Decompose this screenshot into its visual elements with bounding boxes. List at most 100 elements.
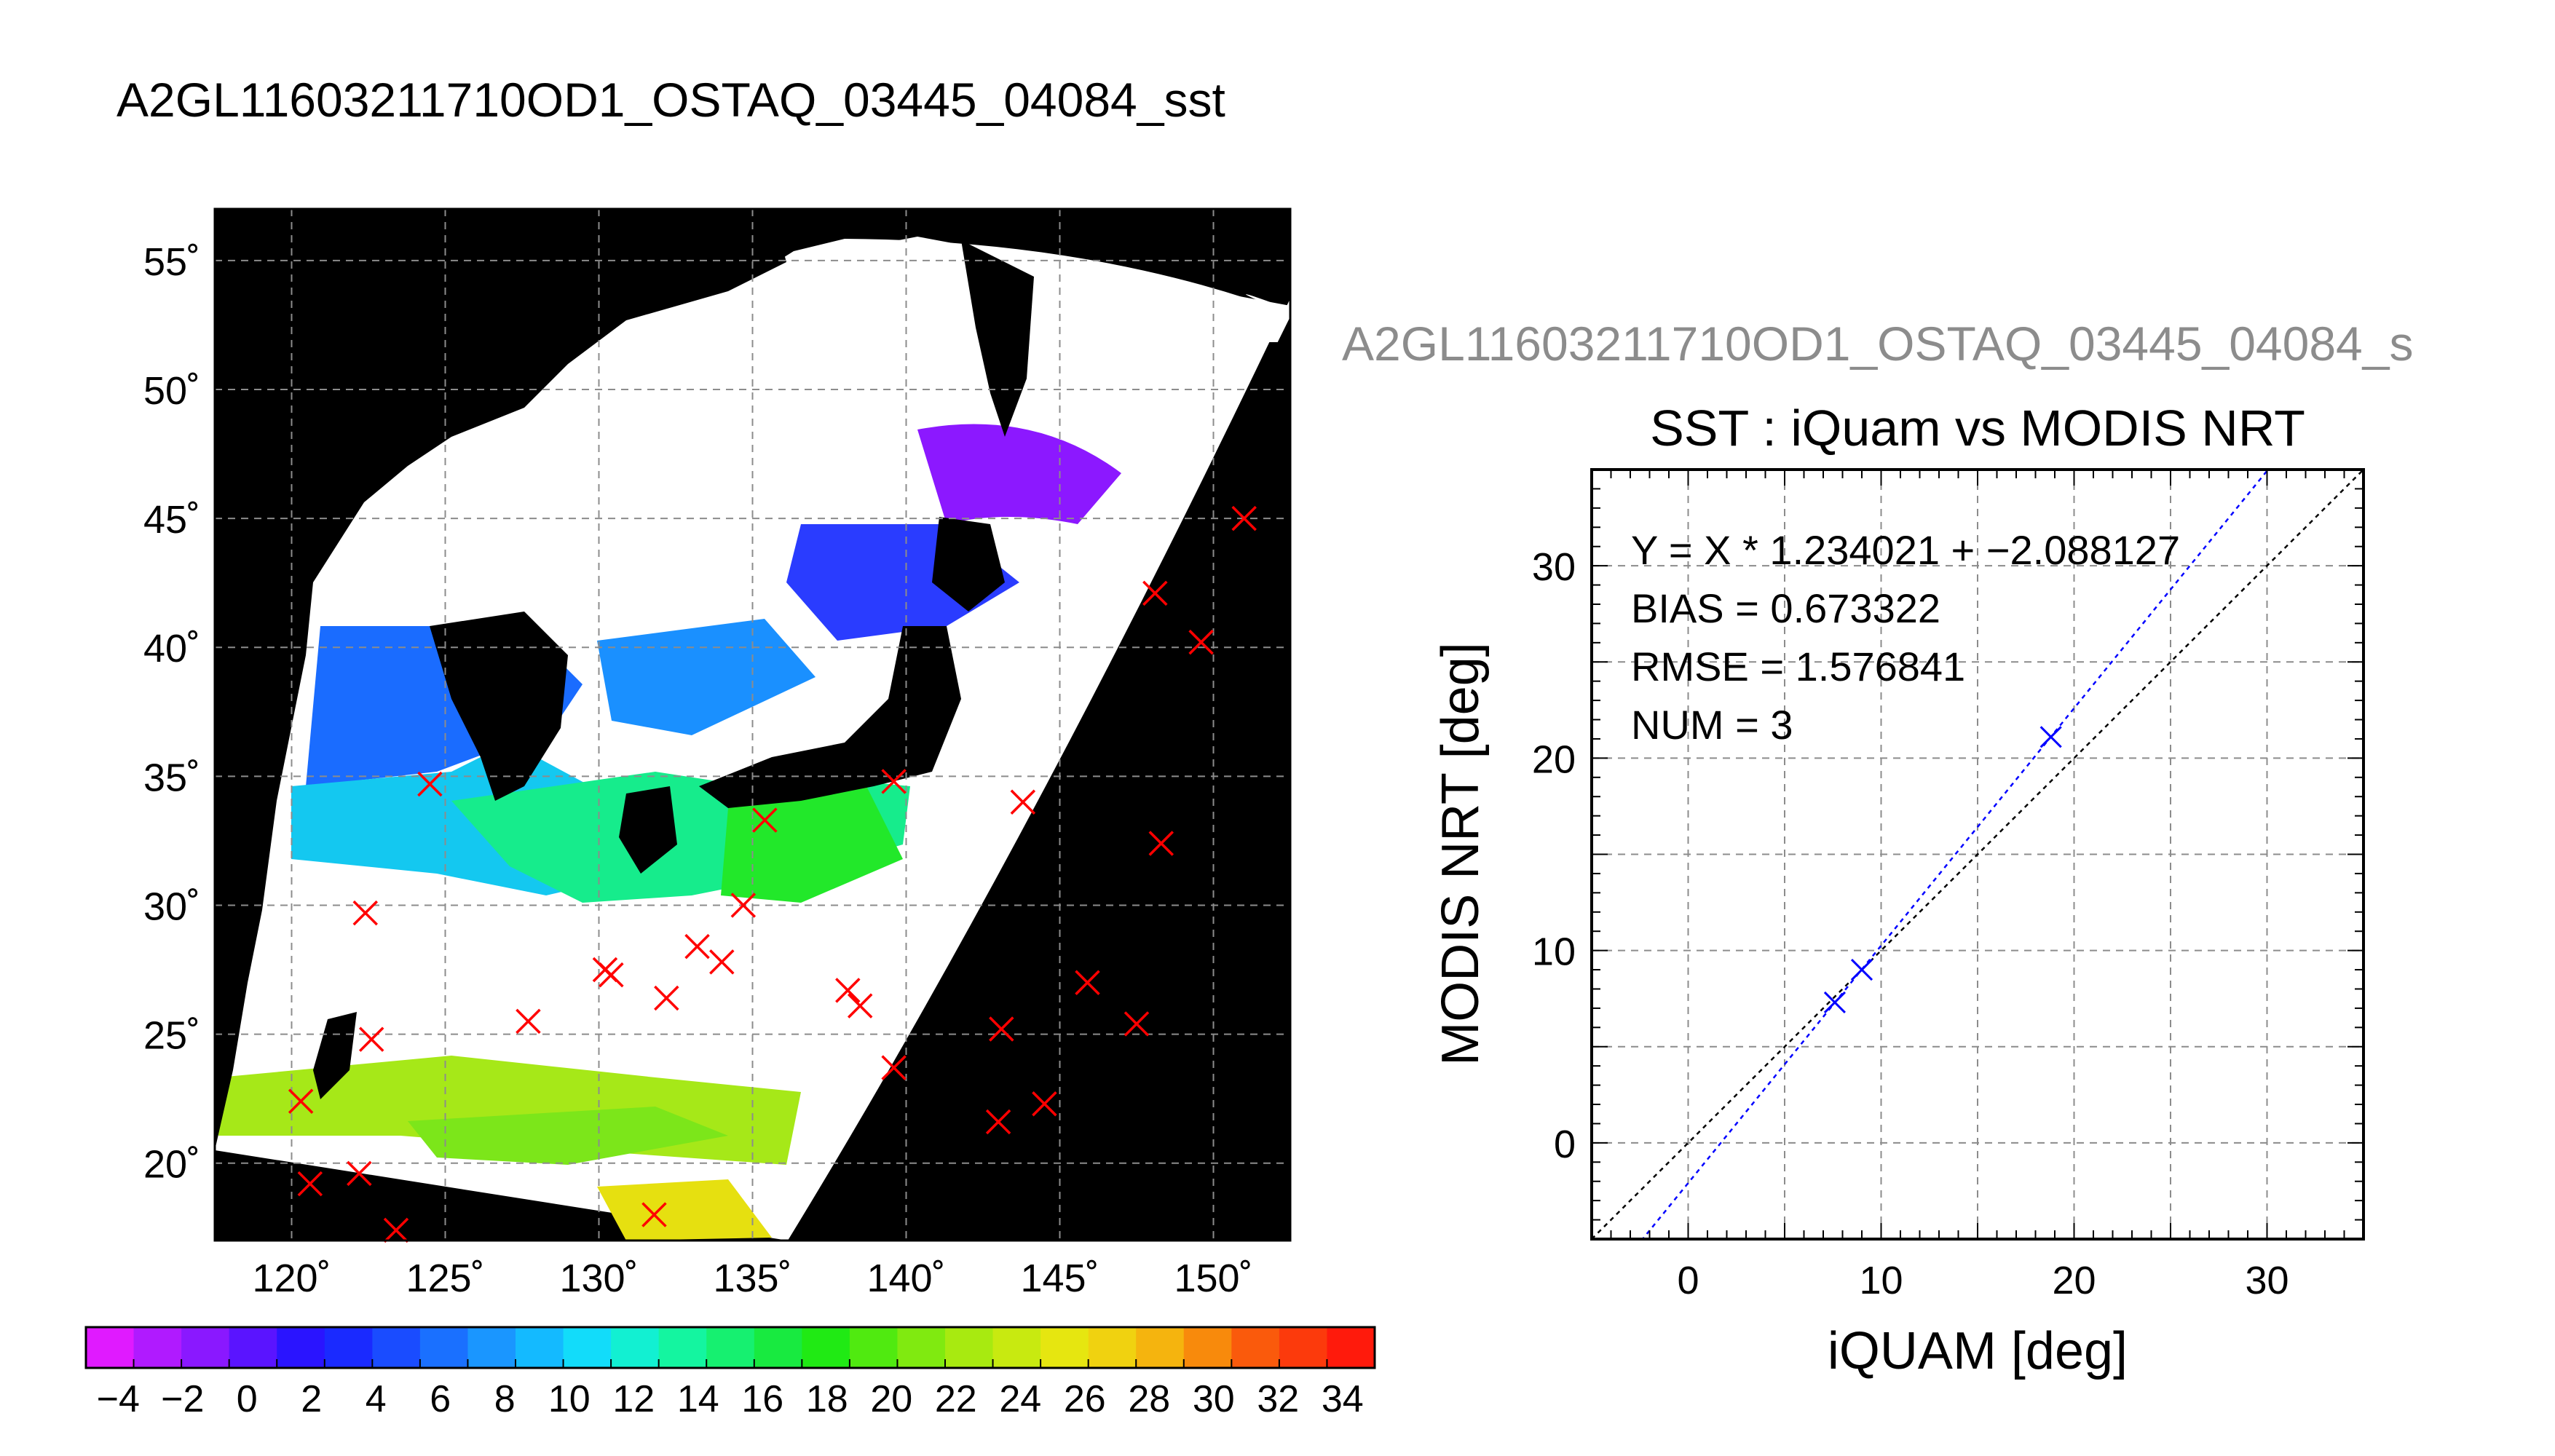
colorbar-segment [754,1327,803,1368]
marker-stroke [352,900,379,926]
colorbar-segment [1136,1327,1185,1368]
marker-stroke [835,978,861,1003]
colorbar-label: 4 [366,1378,387,1420]
map-marker [417,771,443,797]
marker-stroke [347,1160,372,1187]
colorbar-label: 18 [806,1378,848,1420]
map-marker [1148,831,1174,856]
marker-stroke [1148,831,1174,856]
colorbar-border [84,1326,1376,1369]
colorbar-segment [229,1327,278,1368]
colorbar-label: 8 [494,1378,516,1420]
lon-tick-label: 130˚ [559,1257,638,1300]
colorbar-segment [897,1327,946,1368]
lon-tick-label: 135˚ [713,1257,791,1300]
colorbar-label: −2 [161,1378,204,1420]
scatter-points [1823,726,2062,1014]
point-stroke [1850,958,1873,981]
map-marker [881,769,907,794]
lat-tick-label: 50˚ [143,369,200,413]
marker-stroke [989,1016,1014,1042]
fit-line [1641,470,2270,1239]
point-stroke [2039,726,2062,748]
colorbar-segment [992,1327,1042,1368]
marker-stroke [881,769,907,794]
scatter-xtick-label: 0 [1677,1259,1699,1302]
map-marker [752,807,778,833]
map-marker [684,933,710,960]
lat-tick-label: 35˚ [143,756,200,799]
map-marker [1032,1091,1057,1117]
colorbar-label: 16 [741,1378,783,1420]
colorbar-segment [945,1327,994,1368]
cloud-swath-north [786,237,1290,342]
colorbar-label: −4 [97,1378,140,1420]
scatter-xtick-label: 20 [2052,1259,2096,1302]
sst-band-yellow [597,1179,772,1241]
lon-tick-label: 140˚ [866,1257,945,1300]
sst-band-violet [917,424,1121,524]
map-grid [215,209,1290,1241]
lat-tick-label: 55˚ [143,240,200,284]
map-marker [1075,970,1100,995]
map-marker [985,1109,1011,1135]
marker-stroke [516,1008,541,1034]
colorbar-segment [419,1327,469,1368]
map-marker [516,1008,541,1034]
colorbar-label: 0 [237,1378,258,1420]
colorbar-label: 22 [935,1378,977,1420]
lat-tick-label: 40˚ [143,627,200,670]
map-marker [383,1217,409,1243]
land-korea [430,612,568,801]
scatter-ytick-label: 30 [1532,545,1576,589]
stats-rmse: RMSE = 1.576841 [1631,644,1965,689]
colorbar-segment [181,1327,230,1368]
marker-stroke [730,893,757,918]
colorbar-label: 24 [999,1378,1041,1420]
marker-stroke [684,933,710,960]
scatter-xlabel: iQUAM [deg] [1828,1322,2128,1380]
marker-stroke [1010,789,1036,815]
colorbar-segment [658,1327,708,1368]
colorbar-segment [1231,1327,1280,1368]
lat-tick-label: 45˚ [143,498,200,542]
scatter-ytick-label: 20 [1532,737,1576,781]
map-marker [358,1026,384,1052]
colorbar-label: 26 [1064,1378,1106,1420]
map-marker [709,949,735,975]
colorbar-segment [1327,1327,1375,1368]
colorbar-segment [802,1327,850,1368]
lat-tick-label: 25˚ [143,1014,200,1058]
marker-stroke [709,949,735,975]
marker-stroke [1231,505,1257,531]
map-marker [835,978,861,1003]
colorbar-label: 2 [301,1378,322,1420]
colorbar-label: 28 [1128,1378,1170,1420]
map-marker [881,1055,907,1080]
colorbar-segment [706,1327,755,1368]
colorbar-label: 12 [612,1378,655,1420]
map-tick-labels: 120˚ 125˚ 130˚ 135˚ 140˚ 145˚ 150˚ 20˚ 25˚ 30˚ 35˚… [143,240,1253,1300]
colorbar-segment [277,1327,325,1368]
colorbar-segment [133,1327,183,1368]
colorbar-segment [1183,1327,1233,1368]
map-marker [730,893,757,918]
colorbar-segment [1088,1327,1137,1368]
stats-num: NUM = 3 [1631,702,1793,748]
lon-tick-label: 145˚ [1020,1257,1099,1300]
marker-stroke [752,807,778,833]
map-marker [989,1016,1014,1042]
scatter-file-title: A2GL11603211710OD1_OSTAQ_03445_04084_s [1342,317,2413,371]
map-marker [1010,789,1036,815]
colorbar-segment [611,1327,660,1368]
map-marker [847,993,873,1018]
land-kyushu [619,786,677,874]
swath-edge [788,317,1290,1241]
scatter-ytick-label: 10 [1532,930,1576,974]
marker-stroke [417,771,443,797]
marker-stroke [1124,1011,1150,1037]
colorbar-segment [516,1327,564,1368]
marker-stroke [1142,580,1168,606]
map-marker [347,1160,372,1187]
colorbar-segment [1279,1327,1328,1368]
